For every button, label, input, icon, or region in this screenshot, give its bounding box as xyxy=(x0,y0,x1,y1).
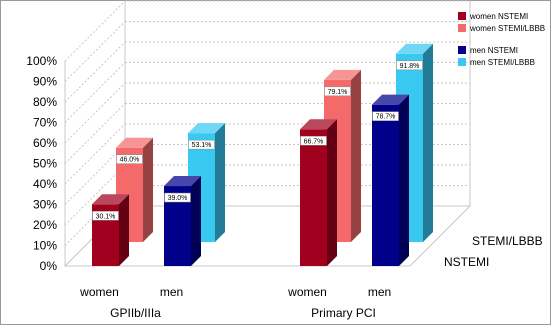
bar-front xyxy=(372,104,399,266)
bar-top xyxy=(372,94,409,105)
bar-top xyxy=(324,69,361,80)
y-tick-label: 60% xyxy=(33,136,57,150)
data-label: 53.1% xyxy=(192,142,212,149)
bar-top xyxy=(164,176,201,187)
y-axis-ticks: 0% 10% 20% 30% 40% 50% 60% 70% 80% 90% 100% xyxy=(26,54,57,273)
legend-entry: women STEMI/LBBB xyxy=(469,24,545,33)
legend-swatch xyxy=(458,24,466,32)
legend-swatch xyxy=(458,58,466,66)
y-tick-label: 40% xyxy=(33,177,57,191)
bar xyxy=(300,119,337,266)
bar xyxy=(92,194,129,266)
bar-side xyxy=(423,43,433,243)
depth-row-label: STEMI/LBBB xyxy=(472,234,543,248)
data-label: 46.0% xyxy=(120,157,140,164)
y-tick-label: 20% xyxy=(33,218,57,232)
y-tick-label: 0% xyxy=(40,259,58,273)
data-label-box xyxy=(396,60,423,71)
data-label: 78.7% xyxy=(376,114,396,121)
legend-entry: women NSTEMI xyxy=(469,12,528,21)
group-label: GPIIb/IIIa xyxy=(110,306,161,320)
data-label: 66.7% xyxy=(304,138,324,145)
y-tick-label: 100% xyxy=(26,54,57,68)
data-label-box xyxy=(116,154,143,164)
depth-row-label: NSTEMI xyxy=(444,255,489,269)
bar-side xyxy=(351,69,361,242)
data-label-box xyxy=(300,136,327,146)
subcategory-label: men xyxy=(368,285,391,299)
data-label: 79.1% xyxy=(328,89,348,96)
data-labels: 46.0% 79.1% 53.1% 91.8% 30.1% 66.7% 39.0% 78.7% xyxy=(92,60,423,221)
bar-top xyxy=(116,137,153,148)
group-label: Primary PCI xyxy=(311,306,376,320)
y-tick-label: 30% xyxy=(33,198,57,212)
y-tick-label: 70% xyxy=(33,116,57,130)
data-label-box xyxy=(324,86,351,97)
bar xyxy=(372,94,409,266)
bar-side xyxy=(191,176,201,266)
bar-side xyxy=(327,119,337,266)
subcategory-label: men xyxy=(160,285,183,299)
bar-side xyxy=(143,137,153,242)
depth-labels: NSTEMI STEMI/LBBB xyxy=(444,234,543,269)
category-labels: women men GPIIb/IIIa women men Primary PCI xyxy=(79,285,391,320)
y-tick-label: 50% xyxy=(33,157,57,171)
bar-side xyxy=(215,123,225,242)
data-label: 30.1% xyxy=(96,213,116,220)
bars xyxy=(92,43,433,266)
data-label-box xyxy=(164,192,191,203)
bar xyxy=(164,176,201,266)
data-label-box xyxy=(188,139,215,150)
bar-front xyxy=(300,129,327,266)
bar-top xyxy=(396,43,433,54)
bar-side xyxy=(399,94,409,266)
y-tick-label: 80% xyxy=(33,95,57,109)
legend-swatch xyxy=(458,12,466,20)
y-tick-label: 10% xyxy=(33,239,57,253)
legend-entry: men STEMI/LBBB xyxy=(470,58,535,67)
bar-top xyxy=(188,123,225,134)
y-tick-label: 90% xyxy=(33,75,57,89)
legend: women NSTEMI women STEMI/LBBB men NSTEMI me… xyxy=(458,12,545,67)
bar-top xyxy=(300,119,337,130)
data-label: 91.8% xyxy=(400,63,420,70)
data-label-box xyxy=(92,211,119,221)
data-label: 39.0% xyxy=(168,195,188,202)
legend-entry: men NSTEMI xyxy=(470,46,518,55)
gridline-side xyxy=(64,0,126,62)
subcategory-label: women xyxy=(287,285,327,299)
bar-side xyxy=(119,194,129,266)
subcategory-label: women xyxy=(79,285,119,299)
data-label-box xyxy=(372,111,399,121)
bar-top xyxy=(92,194,129,205)
legend-swatch xyxy=(458,46,466,54)
